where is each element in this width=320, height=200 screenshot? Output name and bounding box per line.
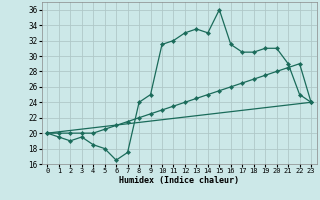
- X-axis label: Humidex (Indice chaleur): Humidex (Indice chaleur): [119, 176, 239, 185]
